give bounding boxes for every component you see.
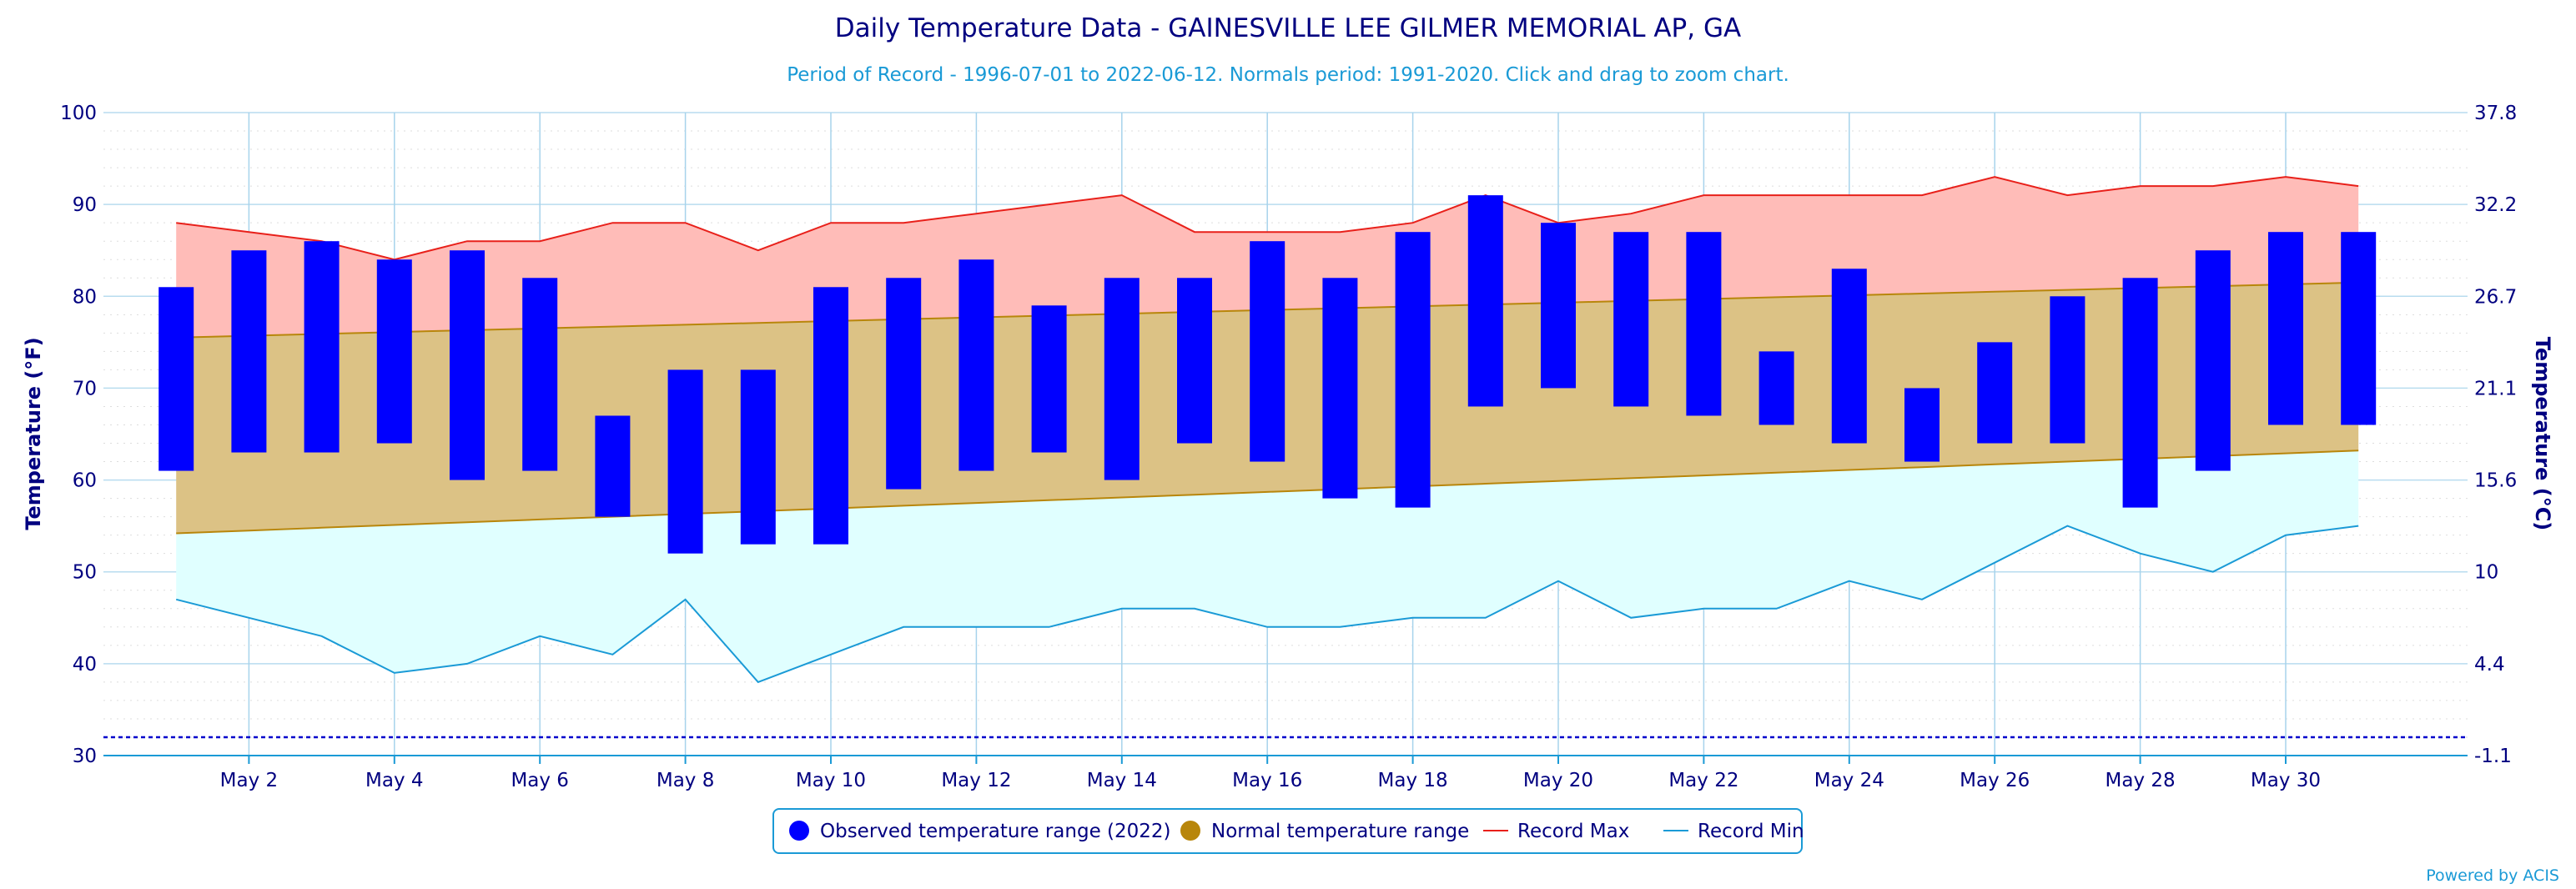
legend-label-normal[interactable]: Normal temperature range — [1211, 821, 1469, 842]
y-tick-label-left: 50 — [73, 562, 97, 584]
observed-bars[interactable] — [158, 195, 2377, 554]
observed-bar[interactable] — [2341, 232, 2377, 425]
y-tick-label-left: 30 — [73, 746, 97, 767]
x-tick-label: May 4 — [365, 770, 424, 791]
x-tick-label: May 2 — [220, 770, 279, 791]
y-tick-label-left: 70 — [73, 378, 97, 399]
observed-bar[interactable] — [2050, 296, 2085, 444]
observed-bar[interactable] — [886, 278, 922, 490]
record-min-area — [176, 450, 2359, 682]
observed-bar[interactable] — [1104, 278, 1140, 480]
observed-bar[interactable] — [522, 278, 558, 471]
observed-bar[interactable] — [1613, 232, 1649, 407]
observed-bar[interactable] — [231, 250, 267, 453]
observed-bar[interactable] — [1467, 195, 1503, 407]
y-tick-label-right: 26.7 — [2474, 286, 2517, 308]
observed-bar[interactable] — [2122, 278, 2158, 508]
legend-label-observed[interactable]: Observed temperature range (2022) — [820, 821, 1171, 842]
x-tick-label: May 18 — [1378, 770, 1448, 791]
x-tick-label: May 30 — [2251, 770, 2321, 791]
y-axis-title-right: Temperature (°C) — [2531, 337, 2554, 531]
x-tick-label: May 16 — [1232, 770, 1302, 791]
legend-label-record-max[interactable]: Record Max — [1517, 821, 1629, 842]
observed-bar[interactable] — [1831, 269, 1867, 444]
y-tick-label-left: 90 — [73, 194, 97, 216]
legend-label-record-min[interactable]: Record Min — [1698, 821, 1804, 842]
y-tick-label-left: 80 — [73, 286, 97, 308]
x-tick-label: May 24 — [1814, 770, 1884, 791]
legend-marker-normal — [1180, 821, 1200, 841]
observed-bar[interactable] — [740, 369, 776, 545]
axes: 30 40 50 60 70 80 90 100 -1.1 4.4 10 15.6 21.1 26.7 32… — [60, 103, 2517, 791]
x-tick-label: May 20 — [1523, 770, 1593, 791]
observed-bar[interactable] — [1541, 223, 1576, 389]
observed-bar[interactable] — [1904, 388, 1940, 462]
chart-title: Daily Temperature Data - GAINESVILLE LEE… — [835, 13, 1741, 43]
y-tick-label-left: 100 — [60, 103, 97, 124]
credit-link[interactable]: Powered by ACIS — [2426, 866, 2559, 885]
x-tick-label: May 8 — [657, 770, 715, 791]
record-max-line[interactable] — [176, 176, 2359, 261]
y-tick-label-left: 40 — [73, 654, 97, 676]
observed-bar[interactable] — [1686, 232, 1722, 416]
x-tick-label: May 6 — [511, 770, 569, 791]
x-tick-label: May 28 — [2106, 770, 2176, 791]
observed-bar[interactable] — [1177, 278, 1212, 444]
observed-bar[interactable] — [450, 250, 485, 480]
y-tick-label-right: 4.4 — [2474, 654, 2505, 676]
x-tick-label: May 26 — [1960, 770, 2030, 791]
observed-bar[interactable] — [1977, 342, 2013, 444]
chart-subtitle: Period of Record - 1996-07-01 to 2022-06… — [787, 64, 1789, 86]
y-tick-label-right: 21.1 — [2474, 378, 2517, 399]
y-axis-title-left: Temperature (°F) — [22, 337, 45, 530]
observed-bar[interactable] — [304, 241, 340, 453]
observed-bar[interactable] — [2195, 250, 2231, 471]
normal-low-line — [176, 450, 2359, 535]
observed-bar[interactable] — [1322, 278, 1358, 499]
legend-box — [772, 808, 1803, 854]
y-tick-label-left: 60 — [73, 470, 97, 492]
observed-bar[interactable] — [1031, 305, 1067, 453]
observed-bar[interactable] — [376, 259, 412, 444]
record-lines — [103, 176, 2468, 739]
observed-bar[interactable] — [1395, 232, 1431, 508]
x-tick-label: May 10 — [796, 770, 866, 791]
x-tick-label: May 12 — [941, 770, 1011, 791]
observed-bar[interactable] — [2268, 232, 2303, 425]
x-tick-label: May 22 — [1668, 770, 1738, 791]
y-tick-label-right: 37.8 — [2474, 103, 2517, 124]
observed-bar[interactable] — [958, 259, 994, 471]
observed-bar[interactable] — [158, 287, 194, 471]
y-tick-label-right: 10 — [2474, 562, 2498, 584]
y-tick-label-right: 32.2 — [2474, 194, 2517, 216]
legend: Observed temperature range (2022) Normal… — [772, 808, 1804, 854]
observed-bar[interactable] — [595, 415, 631, 517]
observed-bar[interactable] — [813, 287, 848, 545]
legend-marker-observed — [789, 821, 809, 841]
y-tick-label-right: -1.1 — [2474, 746, 2512, 767]
record-min-line[interactable] — [175, 525, 2359, 684]
observed-bar[interactable] — [667, 369, 703, 554]
observed-bar[interactable] — [1250, 241, 1285, 462]
y-tick-label-right: 15.6 — [2474, 470, 2517, 492]
x-tick-label: May 14 — [1087, 770, 1157, 791]
observed-bar[interactable] — [1758, 351, 1794, 425]
